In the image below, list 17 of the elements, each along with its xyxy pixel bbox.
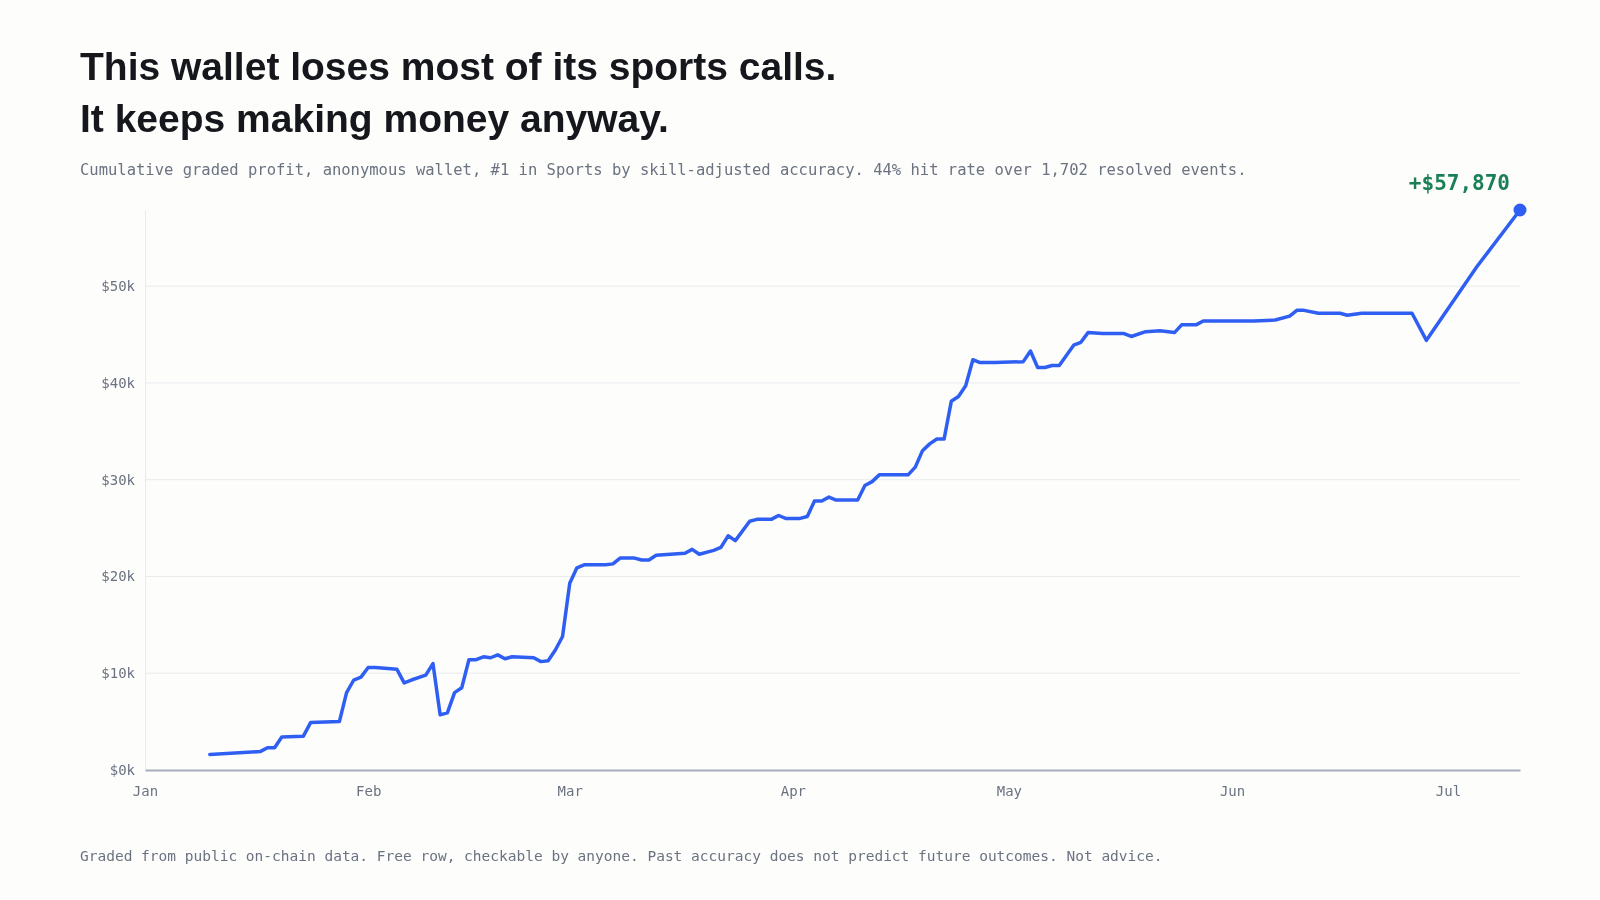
x-tick-label: Mar bbox=[557, 782, 583, 799]
y-tick-label: $0k bbox=[109, 761, 136, 778]
x-tick-label: Apr bbox=[780, 782, 807, 799]
annotation: +$57,870 bbox=[1408, 171, 1510, 195]
y-tick-label: $30k bbox=[101, 471, 136, 488]
y-tick-label: $50k bbox=[101, 278, 136, 295]
chart-title: This wallet loses most of its sports calls. It keeps making money anyway. bbox=[80, 45, 837, 140]
x-tick-label: Feb bbox=[356, 782, 382, 799]
y-tick-label: $10k bbox=[101, 665, 136, 682]
x-tick-label: Jul bbox=[1435, 782, 1462, 799]
y-tick-label: $20k bbox=[101, 568, 136, 585]
text: Graded from public on-chain data. Free row, checkable by anyone. Past accuracy does not predict future outcomes. Not advice. bbox=[80, 848, 1163, 864]
y-tick-label: $40k bbox=[101, 374, 136, 391]
x-tick-label: Jun bbox=[1219, 782, 1246, 799]
chart-subtitle: Cumulative graded profit, anonymous wallet, #1 in Sports by skill-adjusted accuracy. 44% hit rate over 1,702 resolved events. bbox=[80, 161, 1247, 179]
x-tick-label: Jan bbox=[132, 782, 159, 799]
x-tick-label: May bbox=[996, 782, 1023, 799]
